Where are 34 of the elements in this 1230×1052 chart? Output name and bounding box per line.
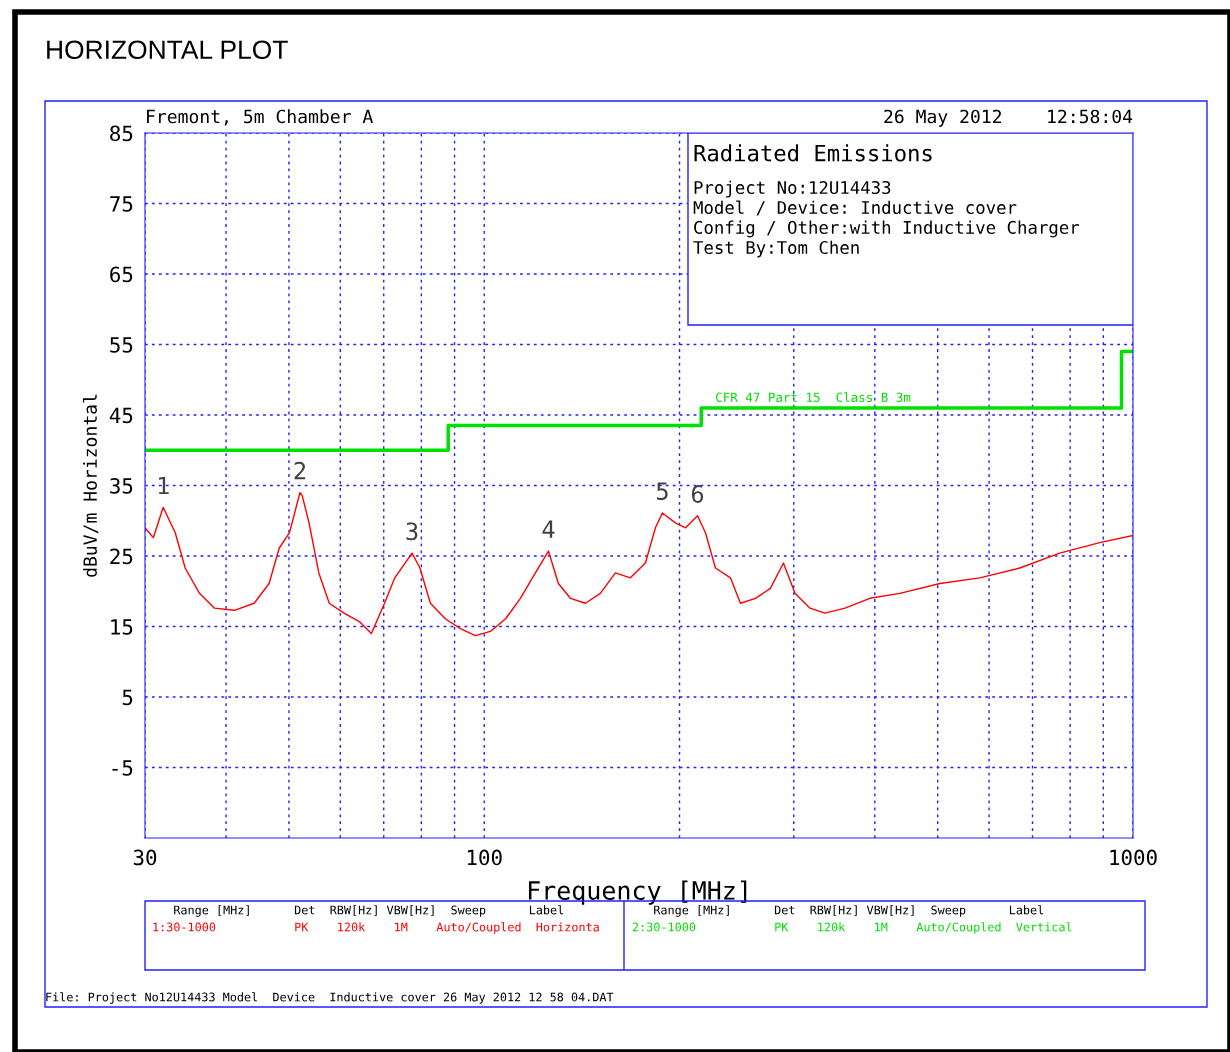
text: Range [MHz] Det RBW[Hz] VBW[Hz] Sweep Label bbox=[174, 905, 564, 917]
annotation: Test By:Tom Chen bbox=[693, 240, 859, 258]
y-tick-label: 25 bbox=[110, 548, 133, 565]
annotation: Radiated Emissions bbox=[694, 144, 932, 162]
annotation: 5 bbox=[656, 482, 668, 501]
annotation: 2 bbox=[294, 461, 306, 480]
text: 2:30-1000 PK 120k 1M Auto/Coupled Vertical bbox=[632, 922, 1072, 934]
x-tick-label: 100 bbox=[467, 849, 502, 866]
annotation: Config / Other:with Inductive Charger bbox=[694, 220, 1080, 238]
y-tick-label: 65 bbox=[110, 266, 133, 283]
x-tick-label: 1000 bbox=[1110, 849, 1157, 866]
y-tick-label: 85 bbox=[110, 125, 133, 142]
text: 26 May 2012 12:58:04 bbox=[884, 109, 1133, 127]
text: 1:30-1000 PK 120k 1M Auto/Coupled Horizonta bbox=[153, 922, 599, 934]
annotation: 6 bbox=[691, 485, 704, 503]
y-tick-label: 75 bbox=[110, 196, 133, 212]
text: File: Project No12U14433 Model Device Inductive cover 26 May 2012 12 58 04.DAT bbox=[46, 992, 614, 1004]
y-tick-label: 45 bbox=[109, 407, 133, 424]
annotation: CFR 47 Part 15 Class B 3m bbox=[716, 392, 911, 402]
annotation: 3 bbox=[406, 522, 418, 541]
x-axis-title: Frequency [MHz] bbox=[528, 880, 747, 905]
y-tick-label: -5 bbox=[112, 760, 133, 776]
chart-title: HORIZONTAL PLOT bbox=[47, 40, 288, 60]
annotation: Project No:12U14433 bbox=[694, 180, 891, 198]
y-tick-label: 35 bbox=[110, 478, 133, 494]
annotation: Model / Device: Inductive cover bbox=[693, 200, 1017, 216]
y-axis-title: dBuV/m Horizontal bbox=[82, 394, 99, 577]
y-tick-label: 5 bbox=[122, 689, 133, 706]
annotation: 4 bbox=[542, 520, 555, 538]
text: Range [MHz] Det RBW[Hz] VBW[Hz] Sweep Label bbox=[654, 905, 1044, 917]
x-tick-label: 30 bbox=[133, 849, 157, 866]
y-tick-label: 15 bbox=[111, 619, 133, 635]
y-tick-label: 55 bbox=[110, 337, 133, 353]
chart-subtitle: Fremont, 5m Chamber A bbox=[147, 109, 373, 126]
